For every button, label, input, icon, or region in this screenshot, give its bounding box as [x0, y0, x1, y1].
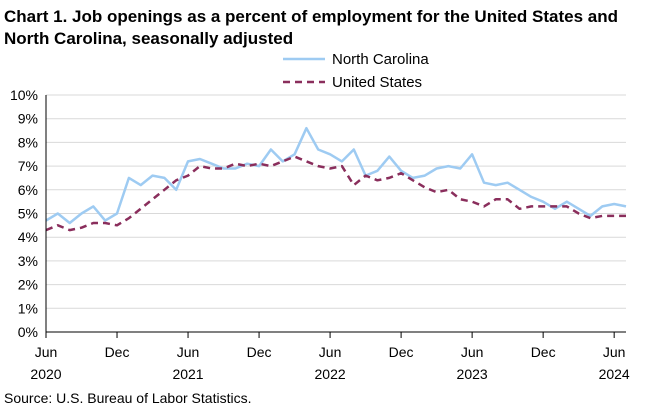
y-tick-label: 0%	[18, 324, 38, 340]
x-tick-month-label: Jun	[177, 344, 200, 360]
x-tick-year-label: 2020	[30, 366, 61, 382]
legend-label: United States	[332, 74, 422, 91]
x-tick-month-label: Jun	[319, 344, 342, 360]
x-tick-month-label: Jun	[461, 344, 484, 360]
x-tick-year-label: 2021	[172, 366, 203, 382]
y-tick-label: 10%	[10, 87, 38, 103]
series-line-united-states	[45, 155, 626, 232]
y-tick-label: 2%	[18, 277, 38, 293]
x-tick-month-label: Dec	[247, 344, 272, 360]
y-axis-tick-labels: 0% 1% 2% 3% 4% 5% 6% 7% 8% 9% 10%	[10, 87, 38, 340]
x-tick-month-label: Jun	[35, 344, 58, 360]
x-tick-month-label: Dec	[105, 344, 130, 360]
y-tick-label: 4%	[18, 229, 38, 245]
x-tick-year-label: 2023	[457, 366, 488, 382]
series-lines	[45, 126, 627, 232]
gridlines	[46, 94, 626, 309]
legend: North Carolina United States	[283, 51, 429, 91]
x-tick-month-label: Jun	[603, 344, 626, 360]
y-tick-label: 9%	[18, 111, 38, 127]
chart-title: Chart 1. Job openings as a percent of em…	[4, 7, 618, 48]
source-note: Source: U.S. Bureau of Labor Statistics.	[4, 390, 252, 406]
y-tick-label: 1%	[18, 300, 38, 316]
y-tick-label: 7%	[18, 158, 38, 174]
y-tick-label: 5%	[18, 206, 38, 222]
series-line-north-carolina	[45, 126, 627, 225]
y-tick-label: 3%	[18, 253, 38, 269]
axes	[45, 95, 626, 338]
x-tick-month-label: Dec	[531, 344, 556, 360]
y-tick-label: 6%	[18, 182, 38, 198]
x-axis-tick-labels: Jun 2020 Dec Jun 2021 Dec Jun 2022 Dec Jun 2023 Dec…	[30, 344, 630, 382]
x-tick-year-label: 2024	[599, 366, 630, 382]
x-tick-year-label: 2022	[315, 366, 346, 382]
x-tick-month-label: Dec	[389, 344, 414, 360]
y-tick-label: 8%	[18, 134, 38, 150]
legend-label: North Carolina	[332, 51, 429, 68]
